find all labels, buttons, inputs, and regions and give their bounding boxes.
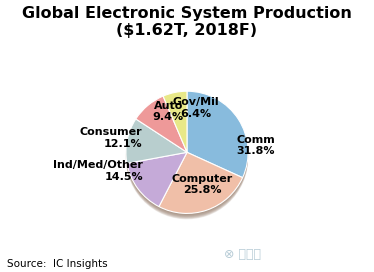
Wedge shape: [163, 94, 187, 155]
Wedge shape: [127, 157, 187, 211]
Wedge shape: [127, 154, 187, 208]
Wedge shape: [126, 120, 187, 165]
Text: Source:  IC Insights: Source: IC Insights: [7, 259, 108, 269]
Wedge shape: [159, 158, 243, 219]
Wedge shape: [126, 122, 187, 166]
Wedge shape: [136, 98, 187, 154]
Wedge shape: [136, 98, 187, 154]
Wedge shape: [127, 155, 187, 209]
Text: Auto
9.4%: Auto 9.4%: [153, 101, 184, 122]
Wedge shape: [163, 96, 187, 157]
Wedge shape: [159, 157, 243, 218]
Wedge shape: [159, 154, 243, 215]
Wedge shape: [136, 97, 187, 153]
Text: ⊗ 日月辰: ⊗ 日月辰: [224, 248, 261, 261]
Wedge shape: [127, 152, 187, 207]
Wedge shape: [126, 123, 187, 168]
Text: Comm
31.8%: Comm 31.8%: [236, 135, 275, 156]
Wedge shape: [187, 97, 248, 183]
Wedge shape: [136, 100, 187, 156]
Wedge shape: [163, 97, 187, 158]
Wedge shape: [126, 121, 187, 166]
Wedge shape: [127, 156, 187, 210]
Wedge shape: [163, 97, 187, 158]
Wedge shape: [163, 94, 187, 155]
Wedge shape: [126, 119, 187, 164]
Wedge shape: [163, 92, 187, 153]
Wedge shape: [159, 155, 243, 216]
Wedge shape: [159, 157, 243, 218]
Wedge shape: [187, 91, 248, 178]
Wedge shape: [163, 93, 187, 154]
Wedge shape: [136, 100, 187, 156]
Wedge shape: [127, 154, 187, 209]
Wedge shape: [163, 95, 187, 156]
Wedge shape: [187, 95, 248, 182]
Text: Ind/Med/Other
14.5%: Ind/Med/Other 14.5%: [53, 160, 143, 182]
Wedge shape: [127, 153, 187, 208]
Wedge shape: [126, 119, 187, 163]
Text: Gov/Mil
6.4%: Gov/Mil 6.4%: [172, 97, 219, 119]
Wedge shape: [126, 121, 187, 165]
Wedge shape: [163, 92, 187, 153]
Wedge shape: [136, 101, 187, 158]
Wedge shape: [159, 156, 243, 217]
Wedge shape: [159, 152, 243, 214]
Wedge shape: [126, 123, 187, 167]
Wedge shape: [159, 156, 243, 217]
Wedge shape: [187, 95, 248, 181]
Wedge shape: [159, 153, 243, 214]
Wedge shape: [187, 96, 248, 182]
Wedge shape: [127, 153, 187, 207]
Wedge shape: [187, 92, 248, 178]
Wedge shape: [159, 154, 243, 215]
Wedge shape: [163, 91, 187, 152]
Wedge shape: [136, 96, 187, 152]
Wedge shape: [136, 99, 187, 155]
Wedge shape: [126, 125, 187, 169]
Wedge shape: [127, 158, 187, 212]
Wedge shape: [127, 155, 187, 209]
Wedge shape: [127, 157, 187, 212]
Wedge shape: [126, 120, 187, 164]
Wedge shape: [187, 96, 248, 183]
Wedge shape: [163, 95, 187, 156]
Wedge shape: [126, 124, 187, 169]
Wedge shape: [187, 94, 248, 181]
Wedge shape: [159, 153, 243, 214]
Wedge shape: [159, 155, 243, 217]
Wedge shape: [187, 97, 248, 184]
Text: Computer
25.8%: Computer 25.8%: [172, 174, 233, 195]
Wedge shape: [187, 92, 248, 179]
Wedge shape: [187, 93, 248, 180]
Wedge shape: [163, 93, 187, 154]
Wedge shape: [136, 102, 187, 158]
Wedge shape: [136, 97, 187, 153]
Text: Consumer
12.1%: Consumer 12.1%: [79, 127, 142, 149]
Wedge shape: [127, 156, 187, 211]
Wedge shape: [126, 122, 187, 167]
Wedge shape: [126, 124, 187, 168]
Wedge shape: [136, 98, 187, 155]
Wedge shape: [136, 101, 187, 157]
Wedge shape: [159, 158, 243, 219]
Wedge shape: [187, 93, 248, 179]
Wedge shape: [163, 96, 187, 157]
Wedge shape: [127, 158, 187, 212]
Wedge shape: [187, 94, 248, 180]
Wedge shape: [136, 101, 187, 157]
Title: Global Electronic System Production
($1.62T, 2018F): Global Electronic System Production ($1.…: [22, 6, 352, 38]
